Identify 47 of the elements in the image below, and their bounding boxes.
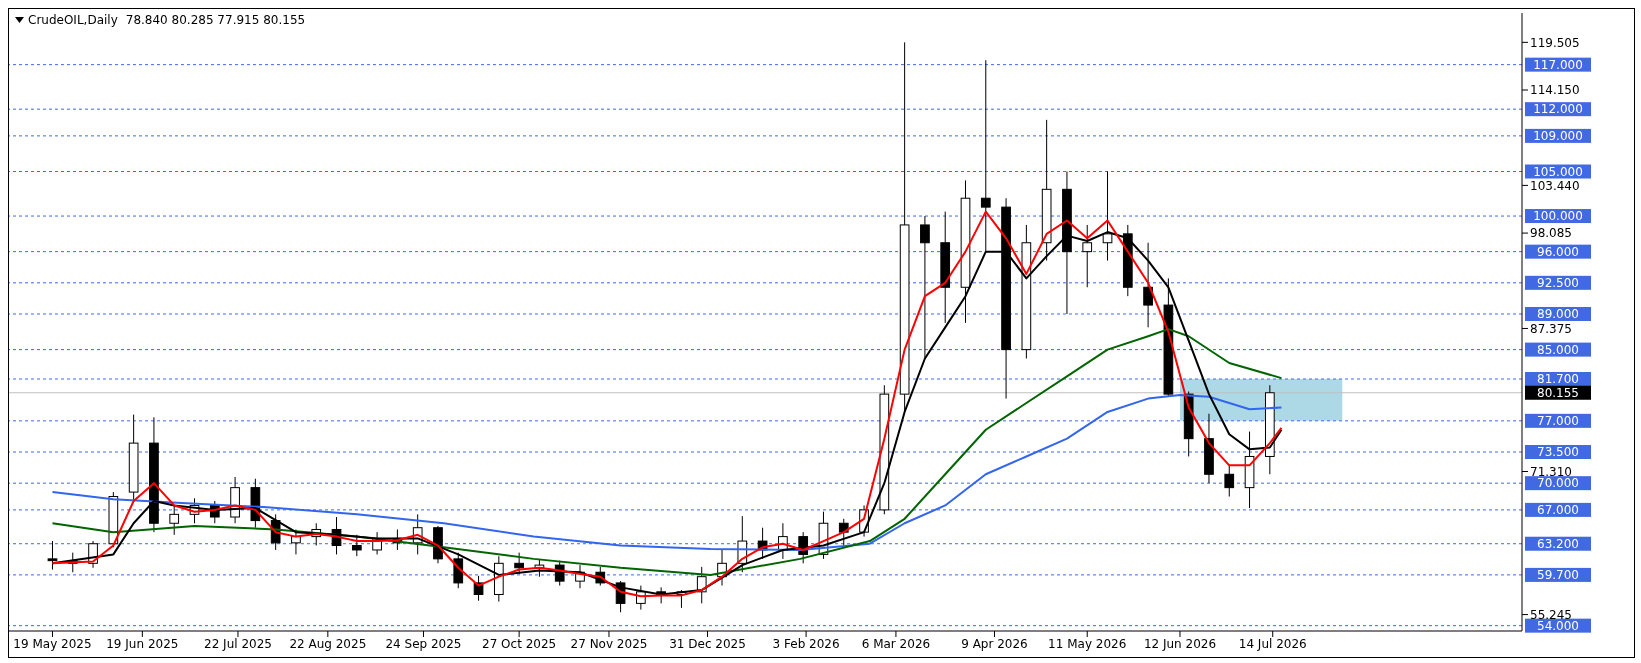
ref-line-label: 89.000 — [1537, 306, 1579, 321]
y-tick-label: 87.375 — [1530, 321, 1572, 336]
candlestick — [514, 552, 524, 575]
chart-title: CrudeOIL,Daily — [28, 13, 118, 27]
y-tick-label: 114.150 — [1530, 83, 1580, 98]
x-tick-label: 27 Nov 2025 — [570, 636, 648, 651]
x-tick-label: 31 Dec 2025 — [669, 636, 746, 651]
x-tick-label: 11 May 2026 — [1048, 636, 1127, 651]
ref-line-label: 73.500 — [1537, 445, 1579, 460]
ref-line-label: 67.000 — [1537, 502, 1579, 517]
x-tick-label: 19 Jun 2025 — [106, 636, 179, 651]
ref-line-label: 85.000 — [1537, 342, 1579, 357]
x-tick-label: 14 Jul 2026 — [1238, 636, 1307, 651]
x-tick-label: 27 Oct 2025 — [482, 636, 557, 651]
x-tick-label: 12 Jun 2026 — [1143, 636, 1217, 651]
ref-line-label: 81.700 — [1537, 371, 1579, 386]
chart-subtitle: 78.840 80.285 77.915 80.155 — [125, 13, 306, 27]
x-tick-label: 6 Mar 2026 — [861, 636, 931, 651]
candlestick — [554, 560, 565, 587]
ref-line-label: 80.155 — [1537, 385, 1579, 400]
candlestick — [1143, 242, 1153, 328]
line-series — [51, 328, 1283, 576]
y-tick-label: 103.440 — [1530, 178, 1580, 193]
ref-line-label: 59.700 — [1537, 567, 1579, 582]
ref-line-label: 70.000 — [1537, 476, 1579, 491]
ref-line-label: 92.500 — [1537, 275, 1579, 290]
x-tick-label: 9 Apr 2026 — [961, 636, 1028, 651]
y-tick-label: 71.310 — [1530, 464, 1572, 479]
ref-line-label: 117.000 — [1533, 57, 1583, 72]
y-tick-label: 119.505 — [1530, 35, 1580, 50]
ref-line-label: 100.000 — [1533, 209, 1583, 224]
candlestick — [351, 534, 362, 557]
y-tick-label: 98.085 — [1530, 226, 1572, 241]
x-tick-label: 19 May 2025 — [13, 636, 92, 651]
ref-line-label: 109.000 — [1533, 128, 1583, 143]
x-tick-label: 22 Aug 2025 — [289, 636, 367, 651]
candlestick — [1224, 464, 1235, 498]
candlestick — [169, 504, 180, 536]
ref-line-label: 63.200 — [1537, 536, 1579, 551]
ref-line-label: 112.000 — [1533, 102, 1583, 117]
ref-line-label: 77.000 — [1537, 413, 1579, 428]
x-tick-label: 22 Jul 2025 — [204, 636, 272, 651]
x-tick-label: 3 Feb 2026 — [772, 636, 840, 651]
ref-line-label: 96.000 — [1537, 244, 1579, 259]
ref-line-label: 105.000 — [1533, 164, 1583, 179]
x-tick-label: 24 Sep 2025 — [385, 636, 462, 651]
candlestick — [47, 540, 58, 571]
